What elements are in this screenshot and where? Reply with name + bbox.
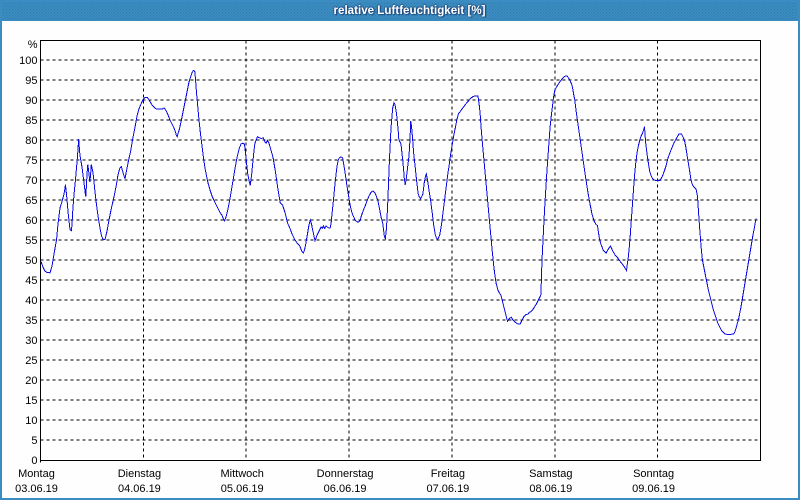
svg-text:Freitag: Freitag [431, 468, 465, 480]
svg-text:0: 0 [31, 455, 37, 467]
svg-text:25: 25 [25, 355, 37, 367]
svg-text:04.06.19: 04.06.19 [118, 483, 161, 495]
svg-text:50: 50 [25, 255, 37, 267]
svg-text:06.06.19: 06.06.19 [324, 483, 367, 495]
svg-text:15: 15 [25, 395, 37, 407]
svg-text:100: 100 [19, 55, 37, 67]
svg-text:5: 5 [31, 435, 37, 447]
svg-text:80: 80 [25, 135, 37, 147]
svg-text:07.06.19: 07.06.19 [426, 483, 469, 495]
svg-text:95: 95 [25, 75, 37, 87]
svg-text:%: % [28, 39, 38, 51]
svg-text:09.06.19: 09.06.19 [632, 483, 675, 495]
svg-text:Montag: Montag [18, 468, 55, 480]
svg-text:90: 90 [25, 95, 37, 107]
svg-text:Mittwoch: Mittwoch [220, 468, 263, 480]
svg-text:Dienstag: Dienstag [118, 468, 161, 480]
svg-text:40: 40 [25, 295, 37, 307]
svg-text:Sonntag: Sonntag [633, 468, 674, 480]
svg-text:20: 20 [25, 375, 37, 387]
svg-text:10: 10 [25, 415, 37, 427]
svg-text:45: 45 [25, 275, 37, 287]
svg-text:35: 35 [25, 315, 37, 327]
svg-text:Donnerstag: Donnerstag [317, 468, 374, 480]
svg-text:55: 55 [25, 235, 37, 247]
svg-text:70: 70 [25, 175, 37, 187]
svg-text:Samstag: Samstag [529, 468, 572, 480]
svg-text:05.06.19: 05.06.19 [221, 483, 264, 495]
svg-text:85: 85 [25, 115, 37, 127]
svg-text:30: 30 [25, 335, 37, 347]
svg-text:60: 60 [25, 215, 37, 227]
svg-text:08.06.19: 08.06.19 [529, 483, 572, 495]
svg-text:03.06.19: 03.06.19 [15, 483, 58, 495]
svg-text:75: 75 [25, 155, 37, 167]
svg-text:65: 65 [25, 195, 37, 207]
